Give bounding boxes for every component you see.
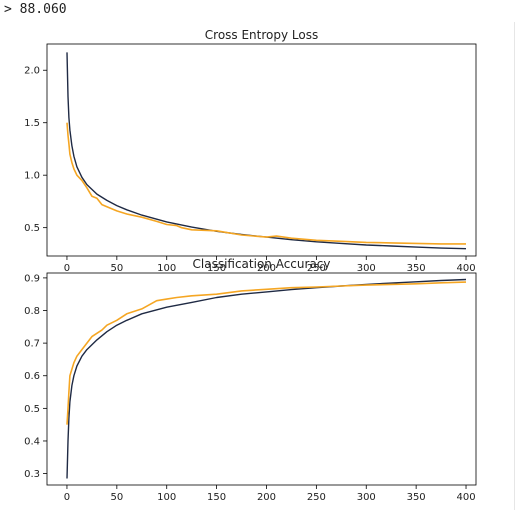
y-tick-label: 0.5 [24,404,40,415]
x-tick-label: 150 [207,492,226,503]
axes-frame [47,44,476,256]
axes-frame [47,273,476,485]
x-tick-label: 50 [110,263,123,274]
figure: Cross Entropy Loss 0 50 100 150 200 250 300 350 4… [0,22,515,510]
series-line-test [67,123,466,244]
x-tick-label: 0 [64,263,70,274]
y-tick-label: 0.4 [24,436,40,447]
y-tick-label: 0.3 [24,469,40,480]
y-tick-label: 0.6 [24,371,40,382]
series-line-test [67,282,466,425]
x-tick-label: 400 [456,263,475,274]
series-line-train [67,280,466,479]
x-tick-label: 350 [407,263,426,274]
console-output-line: > 88.060 [4,2,67,17]
chart-title: Cross Entropy Loss [205,28,318,42]
x-tick-label: 300 [357,263,376,274]
y-tick-label: 1.0 [24,171,40,182]
accuracy-chart: Classification Accuracy 0 50 100 150 200 250 30… [24,257,476,503]
x-tick-label: 400 [456,492,475,503]
x-tick-label: 250 [307,492,326,503]
chart-title: Classification Accuracy [193,257,331,271]
y-tick-label: 0.5 [24,223,40,234]
x-tick-label: 300 [357,492,376,503]
y-tick-label: 1.5 [24,118,40,129]
x-tick-label: 100 [157,263,176,274]
x-tick-label: 200 [257,492,276,503]
x-tick-label: 50 [110,492,123,503]
y-tick-label: 2.0 [24,66,40,77]
y-tick-label: 0.7 [24,339,40,350]
series-line-train [67,52,466,248]
output-cell: Cross Entropy Loss 0 50 100 150 200 250 300 350 4… [0,22,515,510]
y-tick-label: 0.8 [24,306,40,317]
x-tick-label: 100 [157,492,176,503]
y-tick-label: 0.9 [24,273,40,284]
x-tick-label: 350 [407,492,426,503]
x-tick-label: 0 [64,492,70,503]
